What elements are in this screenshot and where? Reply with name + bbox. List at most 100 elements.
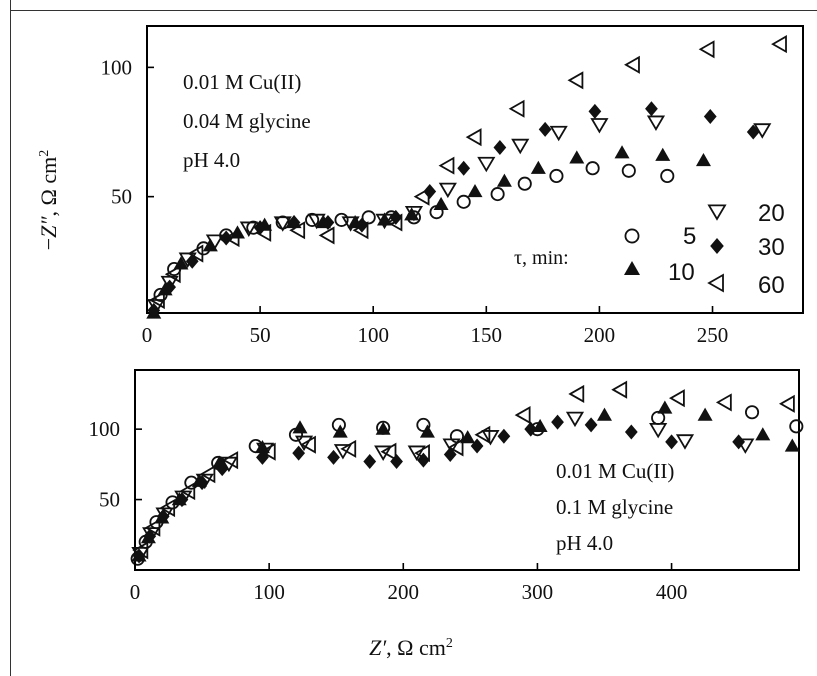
- legend-title: τ, min:: [514, 247, 569, 269]
- bottom-point-tau-10: [460, 430, 476, 444]
- bottom-point-tau-10: [332, 424, 348, 438]
- top-plot-frame: [146, 25, 804, 314]
- bottom-annotation-line-3: pH 4.0: [556, 531, 613, 555]
- top-y-ticks: 50 100: [101, 55, 154, 209]
- bottom-x-tick-label: 200: [388, 580, 420, 604]
- bottom-point-tau-30: [624, 424, 638, 440]
- top-x-tick-label: 150: [471, 323, 503, 347]
- top-point-tau-60: [771, 35, 787, 54]
- top-point-tau-5: [361, 210, 376, 225]
- bottom-x-tick-label: 0: [130, 580, 141, 604]
- bottom-x-ticks: 0 100 200 300 400: [130, 563, 688, 604]
- top-annotation-line-3: pH 4.0: [183, 148, 240, 172]
- bottom-point-tau-20: [374, 445, 393, 461]
- bottom-series-30: [132, 414, 746, 564]
- top-point-tau-60: [148, 291, 165, 310]
- top-point-tau-20: [753, 123, 772, 139]
- top-point-tau-20: [511, 138, 530, 155]
- top-point-tau-5: [490, 187, 505, 202]
- top-point-tau-60: [164, 265, 181, 284]
- bottom-point-tau-30: [732, 434, 746, 450]
- top-y-label-symbol: Z″: [36, 216, 61, 238]
- bottom-point-tau-60: [611, 380, 628, 399]
- bottom-point-tau-20: [649, 423, 668, 439]
- bottom-point-tau-10: [419, 424, 435, 438]
- bottom-point-tau-20: [294, 435, 314, 452]
- top-point-tau-5: [660, 168, 675, 184]
- bottom-point-tau-30: [175, 492, 189, 508]
- top-point-tau-30: [703, 108, 717, 124]
- bottom-series-20: [131, 411, 755, 563]
- top-point-tau-30: [538, 121, 552, 137]
- top-point-tau-10: [655, 147, 671, 161]
- top-point-tau-10: [467, 183, 483, 198]
- bottom-point-tau-20: [442, 438, 461, 454]
- bottom-x-tick-label: 400: [656, 580, 688, 604]
- bottom-point-tau-60: [144, 518, 161, 537]
- top-point-tau-30: [253, 220, 267, 236]
- top-point-tau-10: [569, 150, 585, 164]
- bottom-point-tau-60: [199, 465, 216, 484]
- bottom-point-tau-60: [447, 438, 464, 457]
- top-point-tau-20: [404, 206, 423, 222]
- top-point-tau-10: [496, 173, 512, 187]
- bottom-point-tau-5: [416, 417, 431, 432]
- top-point-tau-30: [588, 103, 602, 119]
- bottom-point-tau-20: [481, 430, 500, 446]
- legend-label-tau-5: 5: [683, 223, 696, 250]
- top-point-tau-5: [585, 161, 600, 176]
- top-y-tick-label: 50: [111, 185, 132, 209]
- bottom-point-tau-60: [380, 442, 397, 461]
- top-point-tau-20: [438, 182, 457, 199]
- top-point-tau-20: [549, 125, 568, 142]
- top-point-tau-60: [624, 55, 640, 74]
- top-point-tau-60: [223, 228, 240, 248]
- top-point-tau-60: [698, 40, 715, 59]
- top-point-tau-30: [423, 183, 437, 199]
- top-point-tau-60: [318, 226, 335, 245]
- bottom-point-tau-10: [755, 427, 771, 441]
- top-point-tau-60: [508, 99, 525, 118]
- top-point-tau-20: [477, 156, 496, 173]
- top-y-tick-label: 100: [101, 55, 133, 79]
- bottom-point-tau-30: [470, 438, 484, 454]
- top-point-tau-30: [493, 140, 507, 156]
- legend-marker-tau-10: [624, 261, 640, 275]
- bottom-point-tau-20: [256, 442, 275, 459]
- top-y-label-units: , Ω cm: [36, 157, 61, 217]
- top-point-tau-20: [590, 118, 609, 134]
- top-x-tick-label: 0: [142, 323, 153, 347]
- bottom-point-tau-60: [300, 435, 316, 454]
- bottom-point-tau-20: [407, 445, 426, 461]
- bottom-annotation-line-1: 0.01 M Cu(II): [556, 459, 674, 483]
- top-point-tau-60: [567, 71, 584, 90]
- bottom-point-tau-60: [514, 406, 531, 425]
- bottom-point-tau-10: [657, 400, 673, 414]
- legend-marker-tau-30: [710, 238, 724, 254]
- bottom-point-tau-30: [551, 414, 564, 430]
- top-point-tau-5: [621, 163, 636, 178]
- bottom-point-tau-60: [340, 439, 357, 458]
- bottom-plot-frame: [134, 369, 800, 571]
- top-legend: τ, min: 5 10 20 30 60: [514, 200, 785, 299]
- bottom-point-tau-20: [565, 411, 585, 428]
- top-series-60: [148, 35, 787, 310]
- bottom-point-tau-30: [524, 421, 538, 437]
- bottom-point-tau-60: [179, 482, 196, 501]
- bottom-point-tau-20: [675, 434, 695, 450]
- top-point-tau-60: [289, 221, 306, 240]
- top-point-tau-60: [386, 213, 403, 232]
- top-point-tau-5: [549, 168, 564, 184]
- top-point-tau-30: [645, 101, 658, 117]
- bottom-point-tau-10: [697, 407, 713, 421]
- top-point-tau-30: [321, 215, 335, 231]
- top-point-tau-10: [433, 196, 449, 211]
- top-chart: 0 50 100 150 200 250 50 100 −Z″, Ω cm2 0.01 M …: [36, 25, 804, 347]
- legend-label-tau-30: 30: [758, 234, 785, 261]
- bottom-point-tau-30: [195, 475, 209, 491]
- bottom-point-tau-30: [215, 461, 229, 477]
- bottom-point-tau-60: [778, 394, 795, 413]
- top-series-5: [153, 161, 675, 302]
- top-point-tau-60: [352, 221, 369, 240]
